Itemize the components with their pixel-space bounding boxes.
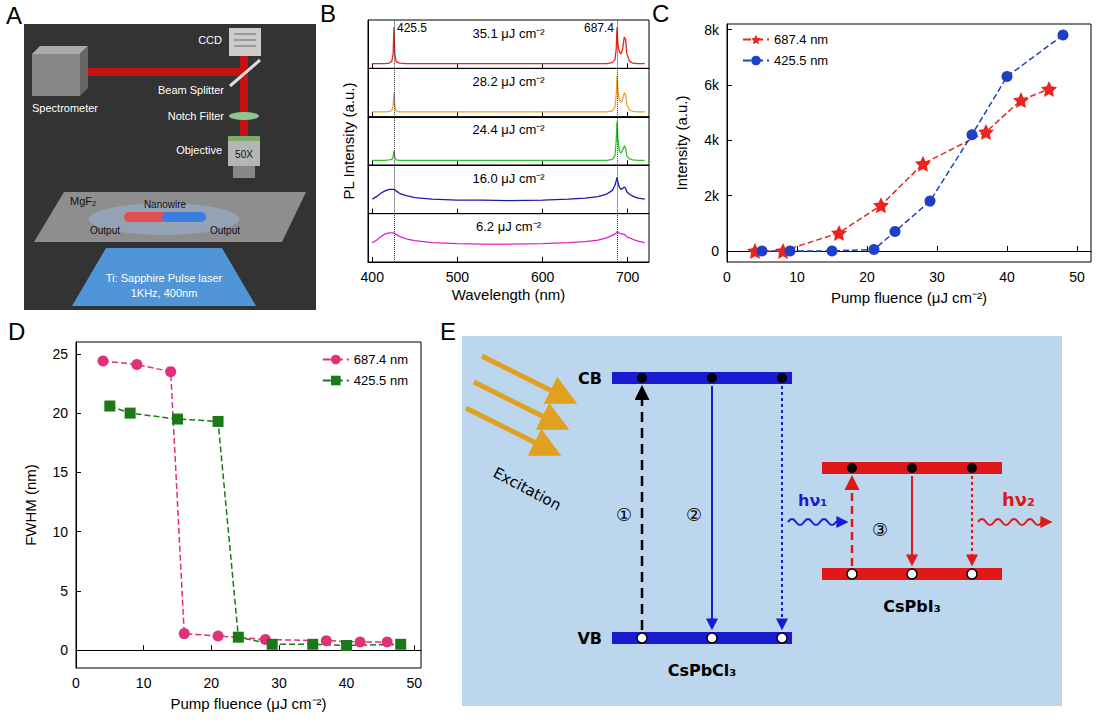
svg-text:5: 5 (60, 583, 68, 599)
html-text:E: E (440, 318, 456, 345)
svg-text:1KHz, 400nm: 1KHz, 400nm (131, 287, 198, 299)
svg-text:16.0 μJ cm⁻²: 16.0 μJ cm⁻² (472, 171, 545, 186)
svg-text:①: ① (616, 504, 632, 525)
svg-text:hν₂: hν₂ (1002, 489, 1035, 510)
svg-text:500: 500 (446, 269, 470, 285)
svg-text:600: 600 (531, 269, 555, 285)
html-text:C: C (652, 0, 670, 27)
svg-text:VB: VB (577, 629, 602, 648)
svg-text:MgF₂: MgF₂ (70, 195, 96, 207)
svg-text:6k: 6k (704, 77, 720, 93)
svg-text:Beam Splitter: Beam Splitter (158, 84, 224, 96)
svg-text:Intensity (a.u.): Intensity (a.u.) (673, 95, 690, 190)
svg-text:24.4 μJ cm⁻²: 24.4 μJ cm⁻² (472, 122, 545, 137)
svg-text:Objective: Objective (176, 144, 222, 156)
svg-text:700: 700 (616, 269, 640, 285)
svg-text:25: 25 (52, 346, 68, 362)
html-text:A: A (6, 2, 22, 29)
svg-text:425.5 nm: 425.5 nm (354, 373, 408, 388)
svg-text:0: 0 (72, 675, 80, 691)
svg-text:50: 50 (1069, 269, 1085, 285)
svg-text:687.4 nm: 687.4 nm (354, 352, 408, 367)
svg-text:687.4 nm: 687.4 nm (774, 32, 828, 47)
svg-text:CsPbI₃: CsPbI₃ (883, 597, 940, 616)
svg-text:Output: Output (90, 225, 120, 236)
svg-text:PL Intensity (a.u.): PL Intensity (a.u.) (340, 82, 357, 199)
svg-text:Pump fluence (μJ cm⁻²): Pump fluence (μJ cm⁻²) (170, 695, 326, 712)
svg-text:Notch Filter: Notch Filter (168, 110, 225, 122)
html-text:D: D (8, 318, 26, 345)
svg-text:15: 15 (52, 464, 68, 480)
svg-text:Excitation: Excitation (490, 464, 564, 515)
svg-text:28.2 μJ cm⁻²: 28.2 μJ cm⁻² (472, 74, 545, 89)
svg-text:10: 10 (136, 675, 152, 691)
svg-text:6.2 μJ cm⁻²: 6.2 μJ cm⁻² (476, 219, 542, 234)
svg-text:8k: 8k (704, 22, 720, 38)
svg-text:Spectrometer: Spectrometer (32, 102, 98, 114)
svg-text:40: 40 (999, 269, 1015, 285)
svg-text:Nanowire: Nanowire (144, 199, 187, 210)
svg-text:CCD: CCD (198, 34, 222, 46)
svg-text:20: 20 (204, 675, 220, 691)
svg-text:687.4: 687.4 (584, 21, 614, 35)
svg-text:0: 0 (60, 642, 68, 658)
svg-text:Pump fluence (μJ cm⁻²): Pump fluence (μJ cm⁻²) (831, 289, 987, 306)
svg-text:10: 10 (789, 269, 805, 285)
svg-text:4k: 4k (704, 132, 720, 148)
svg-text:400: 400 (361, 269, 385, 285)
svg-text:30: 30 (271, 675, 287, 691)
svg-text:20: 20 (859, 269, 875, 285)
svg-text:425.5 nm: 425.5 nm (774, 53, 828, 68)
svg-text:Ti: Sapphire Pulse laser: Ti: Sapphire Pulse laser (106, 272, 223, 284)
svg-text:③: ③ (872, 519, 888, 540)
svg-text:0: 0 (723, 269, 731, 285)
svg-text:10: 10 (52, 524, 68, 540)
svg-text:hν₁: hν₁ (798, 491, 827, 510)
svg-text:FWHM (nm): FWHM (nm) (22, 464, 39, 546)
svg-text:2k: 2k (704, 188, 720, 204)
svg-text:35.1 μJ cm⁻²: 35.1 μJ cm⁻² (472, 26, 545, 41)
svg-text:40: 40 (339, 675, 355, 691)
svg-text:②: ② (686, 504, 702, 525)
svg-text:Output: Output (210, 225, 240, 236)
svg-text:CsPbCl₃: CsPbCl₃ (668, 661, 737, 680)
html-text:B: B (320, 0, 336, 27)
svg-text:0: 0 (711, 243, 719, 259)
svg-text:50X: 50X (235, 149, 253, 160)
svg-text:425.5: 425.5 (397, 21, 427, 35)
svg-text:CB: CB (578, 369, 602, 388)
svg-text:50: 50 (406, 675, 422, 691)
svg-text:30: 30 (929, 269, 945, 285)
svg-text:20: 20 (52, 405, 68, 421)
svg-text:Wavelength (nm): Wavelength (nm) (452, 286, 566, 303)
